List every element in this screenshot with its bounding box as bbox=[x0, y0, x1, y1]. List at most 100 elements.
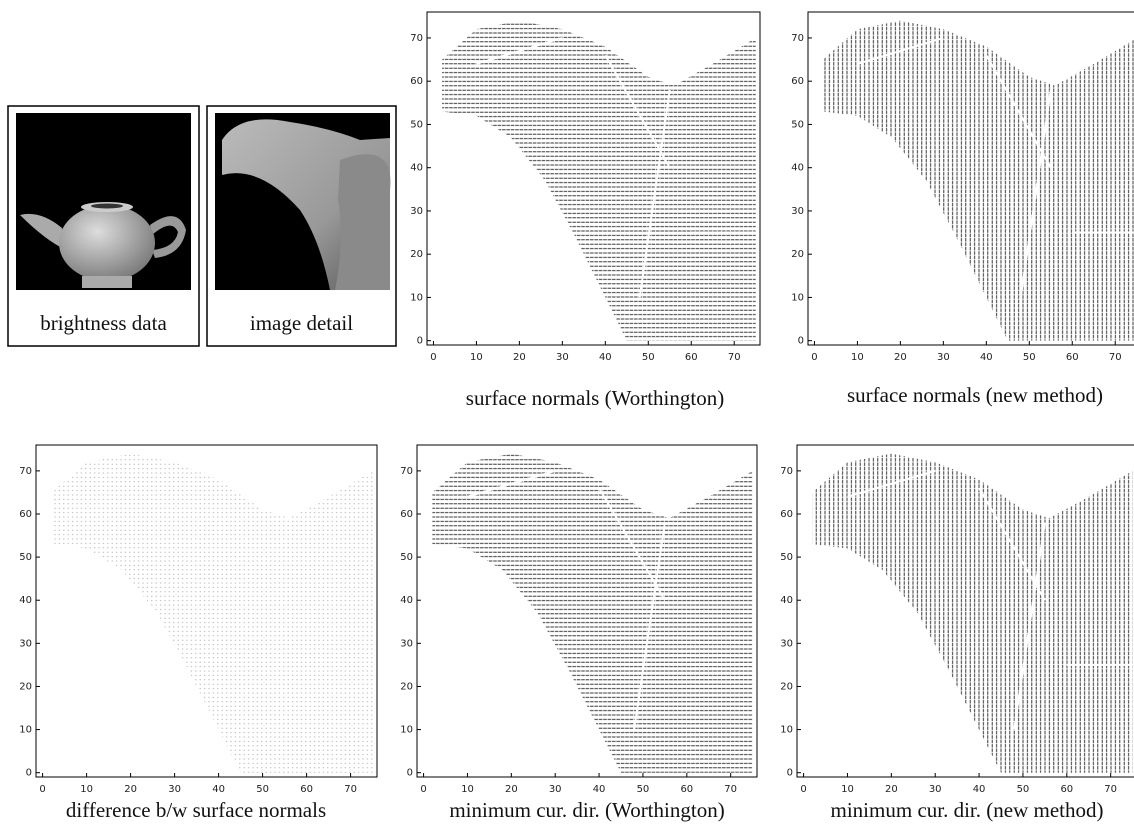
caption: surface normals (Worthington) bbox=[466, 386, 724, 410]
y-tick-label: 20 bbox=[791, 249, 804, 260]
y-tick-label: 10 bbox=[19, 725, 32, 736]
field-seam bbox=[467, 469, 556, 498]
x-tick-label: 60 bbox=[1066, 352, 1079, 363]
plot: 0 10 20 30 40 50 60 70 0 10 20 30 40 50 60 70 surface no… bbox=[410, 11, 761, 410]
y-tick-label: 10 bbox=[410, 292, 423, 303]
y-tick-label: 60 bbox=[19, 509, 32, 520]
x-tick-label: 40 bbox=[593, 784, 606, 795]
x-tick-label: 30 bbox=[937, 352, 950, 363]
field-seam bbox=[633, 522, 666, 730]
vector-field bbox=[823, 20, 1134, 341]
y-tick-label: 60 bbox=[400, 509, 413, 520]
x-tick-label: 0 bbox=[811, 352, 817, 363]
plot-frame bbox=[796, 444, 1134, 778]
y-tick-label: 30 bbox=[410, 206, 423, 217]
x-tick-label: 60 bbox=[300, 784, 313, 795]
field-seam bbox=[985, 54, 1052, 169]
plot-frame bbox=[35, 444, 378, 778]
y-tick-label: 0 bbox=[798, 336, 804, 347]
y-tick-label: 40 bbox=[400, 595, 413, 606]
y-tick-label: 40 bbox=[410, 163, 423, 174]
x-tick-label: 40 bbox=[599, 352, 612, 363]
plot-frame bbox=[416, 444, 758, 778]
vector-field bbox=[442, 20, 756, 341]
x-tick-label: 40 bbox=[973, 784, 986, 795]
x-tick-label: 30 bbox=[168, 784, 181, 795]
y-tick-label: 50 bbox=[791, 119, 804, 130]
x-tick-label: 20 bbox=[505, 784, 518, 795]
y-tick-label: 60 bbox=[410, 76, 423, 87]
y-tick-label: 70 bbox=[19, 466, 32, 477]
caption: surface normals (new method) bbox=[847, 383, 1103, 407]
x-tick-label: 60 bbox=[680, 784, 693, 795]
x-tick-label: 70 bbox=[344, 784, 357, 795]
y-tick-label: 20 bbox=[400, 681, 413, 692]
field-seam bbox=[598, 487, 666, 601]
x-tick-label: 30 bbox=[549, 784, 562, 795]
y-tick-label: 0 bbox=[417, 336, 423, 347]
x-tick-label: 70 bbox=[1104, 784, 1117, 795]
field-seam bbox=[476, 36, 563, 65]
image-panel: image detail bbox=[206, 105, 397, 347]
image-panel: brightness data bbox=[7, 105, 200, 347]
field-seam bbox=[638, 89, 671, 298]
y-tick-label: 30 bbox=[791, 206, 804, 217]
plot: 0 10 20 30 40 50 60 70 0 10 20 30 40 50 60 70 difference… bbox=[19, 444, 378, 822]
caption: minimum cur. dir. (new method) bbox=[831, 798, 1104, 822]
y-tick-label: 70 bbox=[780, 466, 793, 477]
x-tick-label: 50 bbox=[1017, 784, 1030, 795]
x-tick-label: 10 bbox=[461, 784, 474, 795]
x-tick-label: 20 bbox=[894, 352, 907, 363]
field-seam bbox=[1013, 522, 1046, 730]
x-tick-label: 10 bbox=[470, 352, 483, 363]
x-tick-label: 70 bbox=[724, 784, 737, 795]
x-tick-label: 70 bbox=[728, 352, 741, 363]
field-seam bbox=[604, 54, 671, 169]
x-tick-label: 10 bbox=[851, 352, 864, 363]
x-tick-label: 60 bbox=[1060, 784, 1073, 795]
field-seam bbox=[1019, 89, 1052, 298]
x-tick-label: 10 bbox=[80, 784, 93, 795]
x-tick-label: 40 bbox=[212, 784, 225, 795]
x-tick-label: 60 bbox=[685, 352, 698, 363]
x-tick-label: 0 bbox=[800, 784, 806, 795]
x-tick-label: 20 bbox=[885, 784, 898, 795]
field-seam bbox=[857, 36, 944, 65]
x-tick-label: 40 bbox=[980, 352, 993, 363]
y-tick-label: 60 bbox=[780, 509, 793, 520]
y-tick-label: 30 bbox=[400, 638, 413, 649]
x-tick-label: 0 bbox=[430, 352, 436, 363]
y-tick-label: 0 bbox=[787, 768, 793, 779]
x-tick-label: 50 bbox=[1023, 352, 1036, 363]
x-tick-label: 10 bbox=[841, 784, 854, 795]
vector-field bbox=[51, 453, 373, 773]
y-tick-label: 20 bbox=[410, 249, 423, 260]
y-tick-label: 10 bbox=[791, 292, 804, 303]
vector-field bbox=[812, 453, 1133, 773]
x-tick-label: 30 bbox=[929, 784, 942, 795]
y-tick-label: 70 bbox=[400, 466, 413, 477]
y-tick-label: 40 bbox=[780, 595, 793, 606]
y-tick-label: 10 bbox=[400, 725, 413, 736]
y-tick-label: 30 bbox=[780, 638, 793, 649]
x-tick-label: 50 bbox=[642, 352, 655, 363]
x-tick-label: 50 bbox=[637, 784, 650, 795]
caption: minimum cur. dir. (Worthington) bbox=[449, 798, 724, 822]
y-tick-label: 70 bbox=[410, 33, 423, 44]
x-tick-label: 30 bbox=[556, 352, 569, 363]
caption: difference b/w surface normals bbox=[66, 798, 326, 822]
y-tick-label: 50 bbox=[19, 552, 32, 563]
plot: 0 10 20 30 40 50 60 70 0 10 20 30 40 50 60 70 surface no… bbox=[791, 11, 1134, 407]
x-tick-label: 0 bbox=[420, 784, 426, 795]
x-tick-label: 20 bbox=[513, 352, 526, 363]
y-tick-label: 20 bbox=[19, 681, 32, 692]
caption: brightness data bbox=[40, 311, 167, 335]
x-tick-label: 70 bbox=[1109, 352, 1122, 363]
y-tick-label: 50 bbox=[410, 119, 423, 130]
y-tick-label: 10 bbox=[780, 725, 793, 736]
y-tick-label: 60 bbox=[791, 76, 804, 87]
caption: image detail bbox=[250, 311, 353, 335]
